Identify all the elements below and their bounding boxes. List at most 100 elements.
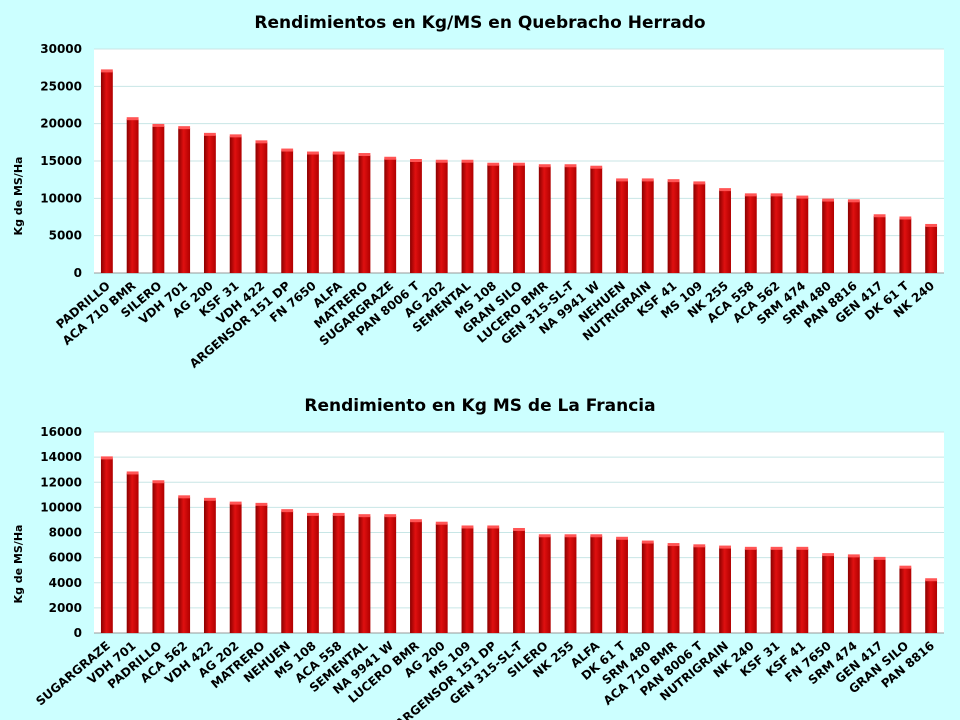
bar [152, 125, 165, 273]
bar [899, 218, 912, 273]
bar-top [152, 480, 165, 484]
bar [332, 153, 345, 273]
bar-top [770, 193, 783, 197]
y-tick-label: 2000 [49, 601, 82, 615]
bar [410, 521, 422, 633]
bar [487, 527, 500, 633]
bar [461, 527, 474, 633]
bar [229, 503, 242, 633]
bar-top [487, 525, 500, 529]
bar [332, 514, 345, 633]
bar-top [307, 512, 319, 516]
bar [719, 190, 731, 273]
bar-top [461, 525, 474, 529]
bar-top [384, 514, 397, 518]
bar-top [358, 514, 371, 518]
bar-top [590, 165, 603, 169]
bar [410, 161, 422, 273]
y-tick-label: 16000 [40, 425, 82, 439]
bar [564, 536, 577, 633]
y-tick-label: 0 [74, 266, 82, 280]
y-tick-label: 25000 [40, 79, 82, 93]
bar [873, 558, 886, 633]
bar-top [126, 117, 139, 121]
bar [152, 482, 165, 633]
bar [616, 538, 628, 633]
bar-top [229, 501, 242, 505]
bar-top [538, 164, 551, 168]
y-tick-label: 20000 [40, 117, 82, 131]
bar [847, 556, 860, 633]
bar-top [822, 553, 835, 557]
bar-top [564, 534, 577, 538]
bar [564, 166, 577, 273]
bar-top [100, 456, 113, 460]
bar [925, 225, 938, 273]
bar [693, 546, 706, 633]
bar [641, 542, 654, 633]
y-tick-label: 5000 [49, 229, 82, 243]
bar-top [744, 193, 757, 197]
bar [770, 195, 783, 273]
bar [925, 580, 938, 633]
bar-top [641, 178, 654, 182]
bar-top [307, 151, 319, 155]
bar-top [435, 159, 448, 163]
bar [255, 142, 268, 273]
bar-top [616, 178, 628, 182]
bar-top [152, 123, 165, 127]
bar-top [822, 198, 835, 202]
bar [100, 71, 113, 274]
bar-top [564, 164, 577, 168]
bar [538, 166, 551, 273]
bar-top [203, 132, 216, 136]
bar [358, 516, 371, 633]
y-tick-label: 6000 [49, 551, 82, 565]
bar [178, 128, 191, 273]
bar [461, 161, 474, 273]
bar [384, 516, 397, 633]
bar [796, 197, 809, 273]
bars [100, 456, 938, 633]
bar [899, 567, 912, 633]
bar [822, 200, 835, 273]
bar-top [435, 521, 448, 525]
y-axis-label: Kg de MS/Ha [12, 157, 25, 236]
bar-top [744, 546, 757, 550]
bar [770, 548, 783, 633]
bar-top [332, 512, 345, 516]
bar-top [693, 544, 706, 548]
y-tick-label: 4000 [49, 576, 82, 590]
bar [358, 155, 371, 273]
bar [641, 180, 654, 273]
y-tick-label: 10000 [40, 191, 82, 205]
bar [796, 548, 809, 633]
bar-top [925, 223, 938, 227]
y-axis-label: Kg de MS/Ha [12, 525, 25, 604]
bar [667, 181, 680, 273]
bar [538, 536, 551, 633]
bar-top [203, 497, 216, 501]
bar [590, 536, 603, 633]
bar-top [616, 536, 628, 540]
bar-top [410, 159, 422, 162]
y-tick-label: 10000 [40, 500, 82, 514]
bar-top [796, 546, 809, 550]
bar-top [847, 199, 860, 203]
y-tick-label: 30000 [40, 42, 82, 56]
bar-top [513, 162, 525, 166]
bar-top [255, 140, 268, 144]
bar [229, 136, 242, 273]
bar-top [487, 162, 500, 166]
bar-top [513, 527, 525, 531]
bar [126, 473, 139, 633]
bar-top [384, 156, 397, 160]
bar-top [538, 534, 551, 538]
bar [667, 545, 680, 633]
bar [616, 180, 628, 273]
bar-top [332, 151, 345, 155]
y-tick-label: 15000 [40, 154, 82, 168]
y-tick-labels: 0 5000 10000 15000 20000 25000 30000 [40, 42, 82, 280]
bar-top [281, 148, 294, 152]
